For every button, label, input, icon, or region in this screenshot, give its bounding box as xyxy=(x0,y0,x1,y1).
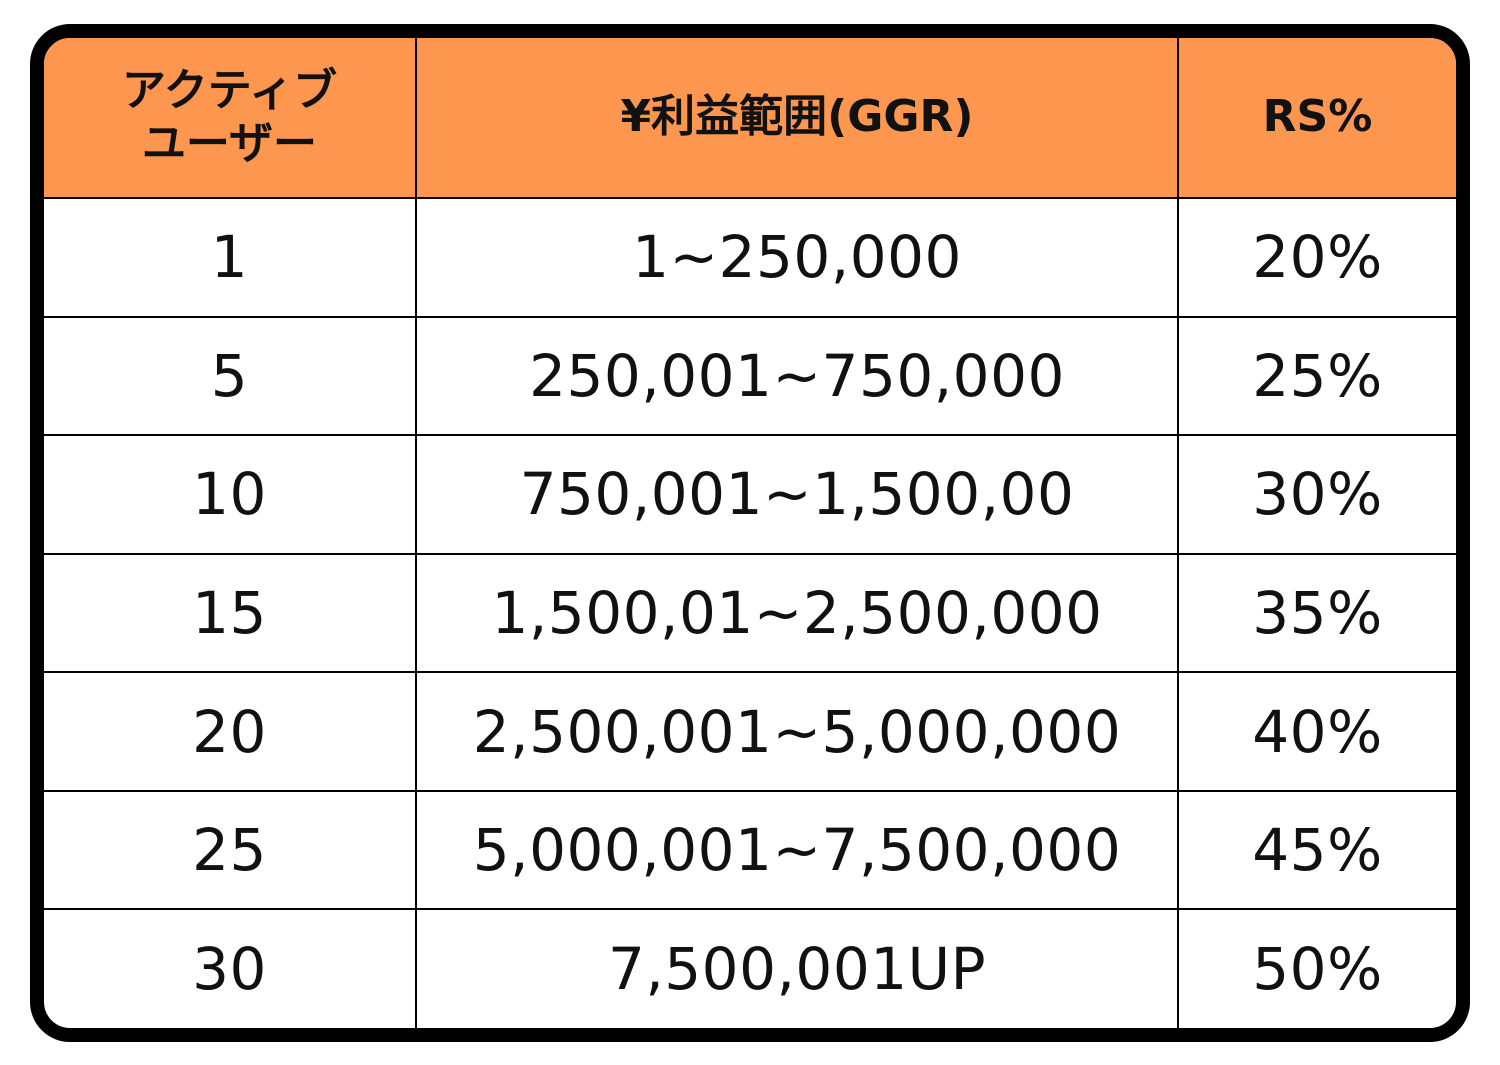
cell-rs: 45% xyxy=(1177,789,1456,911)
table-row: 10 750,001~1,500,00 30% xyxy=(44,434,1456,555)
cell-ggr-range: 1,500,01~2,500,000 xyxy=(415,552,1179,674)
header-row: アクティブ ユーザー ¥利益範囲(GGR) RS% xyxy=(44,38,1456,199)
table-row: 30 7,500,001UP 50% xyxy=(44,908,1456,1028)
cell-active-users: 1 xyxy=(44,197,417,318)
cell-ggr-range: 7,500,001UP xyxy=(415,908,1179,1028)
cell-ggr-range: 5,000,001~7,500,000 xyxy=(415,789,1179,911)
table-row: 5 250,001~750,000 25% xyxy=(44,315,1456,437)
rs-rate-table: アクティブ ユーザー ¥利益範囲(GGR) RS% 1 1~250,000 20… xyxy=(44,38,1456,1028)
header-ggr-range-label: ¥利益範囲(GGR) xyxy=(620,91,974,143)
cell-active-users: 15 xyxy=(44,552,417,674)
cell-ggr-range: 1~250,000 xyxy=(415,197,1179,318)
cell-ggr-range: 250,001~750,000 xyxy=(415,315,1179,437)
cell-rs: 40% xyxy=(1177,671,1456,792)
cell-ggr-range: 2,500,001~5,000,000 xyxy=(415,671,1179,792)
header-active-users-line-2: ユーザー xyxy=(141,117,318,169)
cell-ggr-range: 750,001~1,500,00 xyxy=(415,434,1179,555)
cell-active-users: 5 xyxy=(44,315,417,437)
cell-rs: 30% xyxy=(1177,434,1456,555)
table-frame: アクティブ ユーザー ¥利益範囲(GGR) RS% 1 1~250,000 20… xyxy=(30,24,1470,1042)
table-row: 25 5,000,001~7,500,000 45% xyxy=(44,789,1456,911)
cell-active-users: 20 xyxy=(44,671,417,792)
cell-active-users: 30 xyxy=(44,908,417,1028)
header-rs: RS% xyxy=(1177,38,1456,199)
table-row: 15 1,500,01~2,500,000 35% xyxy=(44,552,1456,674)
cell-active-users: 25 xyxy=(44,789,417,911)
cell-rs: 20% xyxy=(1177,197,1456,318)
header-rs-label: RS% xyxy=(1262,91,1373,143)
table-row: 1 1~250,000 20% xyxy=(44,197,1456,318)
header-active-users: アクティブ ユーザー xyxy=(44,38,417,199)
cell-rs: 50% xyxy=(1177,908,1456,1028)
header-active-users-line-1: アクティブ xyxy=(121,64,338,116)
cell-active-users: 10 xyxy=(44,434,417,555)
table-row: 20 2,500,001~5,000,000 40% xyxy=(44,671,1456,792)
cell-rs: 35% xyxy=(1177,552,1456,674)
header-ggr-range: ¥利益範囲(GGR) xyxy=(415,38,1179,199)
cell-rs: 25% xyxy=(1177,315,1456,437)
